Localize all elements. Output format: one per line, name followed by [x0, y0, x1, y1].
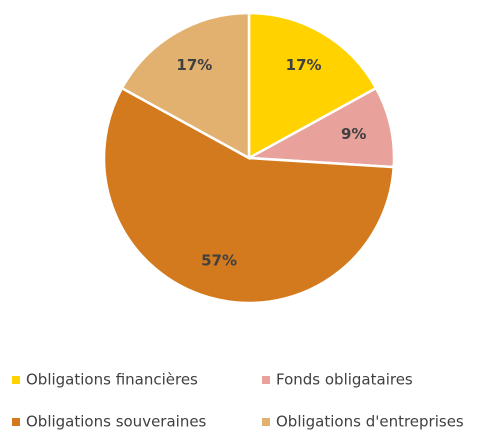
legend-label: Fonds obligataires: [276, 371, 413, 389]
pie-slice: [244, 86, 396, 169]
legend-swatch: [12, 418, 20, 426]
data-label: 9%: [341, 125, 366, 143]
legend-label: Obligations souveraines: [26, 413, 207, 431]
data-label: 17%: [176, 56, 212, 74]
legend-label: Obligations d'entreprises: [276, 413, 464, 431]
data-label: 17%: [286, 56, 322, 74]
legend-swatch: [262, 418, 270, 426]
legend-swatch: [262, 376, 270, 384]
data-label: 57%: [201, 252, 237, 270]
legend-swatch: [12, 376, 20, 384]
pie-slice: [102, 86, 396, 305]
pie-slice: [120, 11, 251, 161]
legend-label: Obligations financières: [26, 371, 198, 389]
pie-slice: [247, 11, 378, 161]
